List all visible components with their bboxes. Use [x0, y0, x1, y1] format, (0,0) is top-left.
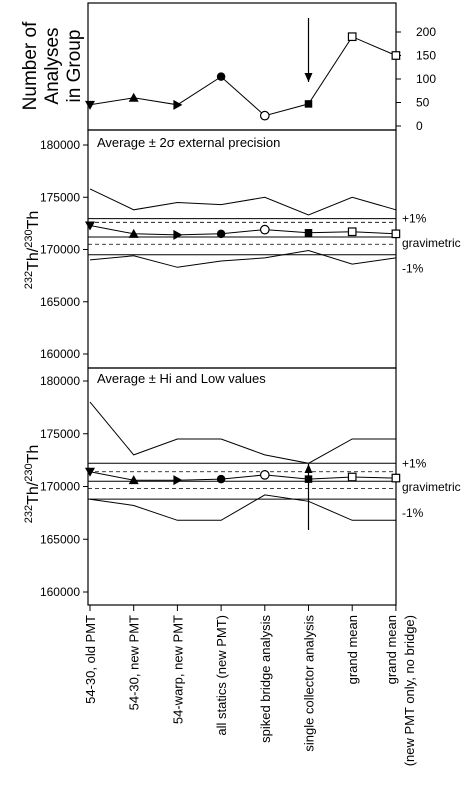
- bot-mean-point-2: [173, 475, 183, 486]
- top-series-line: [89, 36, 397, 117]
- bot-y-tick-label-180000: 180000: [40, 374, 80, 388]
- middle-ylabel-text: Th: [25, 211, 42, 230]
- x-tick-label-0: 54-30, old PMT: [83, 615, 98, 704]
- bot-right-label-2: -1%: [402, 506, 424, 520]
- bot-mean-point-7: [391, 473, 401, 483]
- x-tick-label-7: grand mean: [384, 615, 399, 684]
- mid-right-label-2: -1%: [402, 262, 424, 276]
- mid-mean-point-4: [259, 224, 270, 235]
- mid-right-label-1: gravimetric: [402, 236, 461, 250]
- x-tick-label-8: (new PMT only, no bridge): [402, 615, 417, 766]
- mid-lower-line: [89, 249, 396, 268]
- mid-panel-title: Average ± 2σ external precision: [97, 135, 280, 150]
- top-y-tick-label-50: 50: [416, 96, 430, 110]
- bot-low-line: [89, 494, 396, 521]
- mid-mean-point-6: [347, 227, 357, 237]
- top-point-5: [304, 100, 313, 108]
- mid-right-label-0: +1%: [402, 212, 427, 226]
- bot-right-label-1: gravimetric: [402, 480, 461, 494]
- top-ylabel-line2: Analyses: [42, 27, 63, 104]
- mid-mean-point-7: [391, 229, 401, 239]
- mid-mean-point-3: [216, 229, 226, 239]
- mid-y-tick-label-180000: 180000: [40, 138, 80, 152]
- mid-mean-point-5: [304, 229, 313, 237]
- bot-y-tick-label-175000: 175000: [40, 427, 80, 441]
- top-point-3: [216, 72, 226, 81]
- middle-ylabel-sup: 230: [23, 229, 35, 247]
- mid-y-tick-label-170000: 170000: [40, 243, 80, 257]
- mid-mean-point-1: [128, 228, 139, 238]
- top-y-tick-label-0: 0: [416, 119, 423, 133]
- top-ylabel-line3: in Group: [64, 30, 85, 103]
- bot-y-tick-label-170000: 170000: [40, 480, 80, 494]
- x-tick-label-4: spiked bridge analysis: [258, 615, 273, 743]
- bot-y-tick-label-165000: 165000: [40, 532, 80, 546]
- x-tick-label-2: 54-warp, new PMT: [170, 615, 185, 724]
- bot-mean-point-1: [128, 475, 139, 485]
- top-point-1: [128, 92, 139, 102]
- top-point-4: [259, 110, 270, 121]
- bot-mean-point-3: [216, 474, 226, 484]
- bottom-arrow-head: [304, 464, 313, 473]
- x-tick-label-1: 54-30, new PMT: [127, 615, 142, 710]
- bot-mean-point-0: [85, 467, 95, 477]
- mid-mean-point-0: [85, 221, 95, 231]
- mid-y-tick-label-175000: 175000: [40, 190, 80, 204]
- bot-high-line: [89, 401, 396, 464]
- bottom-ylabel-text: Th/: [25, 481, 42, 505]
- panel-frame-mid: [87, 129, 397, 369]
- bot-panel-title: Average ± Hi and Low values: [97, 371, 266, 386]
- bot-mean-point-6: [347, 472, 357, 482]
- top-y-tick-label-200: 200: [416, 25, 436, 39]
- x-tick-label-3: all statics (new PMT): [214, 615, 229, 736]
- top-arrow-head: [304, 73, 313, 82]
- bottom-ylabel-sup: 230: [23, 463, 35, 481]
- mid-mean-point-2: [173, 229, 183, 240]
- mid-y-tick-label-165000: 165000: [40, 295, 80, 309]
- panel-frame-bot: [87, 367, 397, 606]
- bot-y-tick-label-160000: 160000: [40, 585, 80, 599]
- middle-ylabel: 232Th/230Th: [23, 211, 42, 290]
- top-ylabel-line1: Number of: [20, 21, 41, 110]
- mid-y-tick-label-160000: 160000: [40, 347, 80, 361]
- top-y-tick-label-100: 100: [416, 72, 436, 86]
- bottom-ylabel-sup: 232: [23, 505, 35, 523]
- top-point-7: [391, 51, 401, 60]
- middle-ylabel-sup: 232: [23, 271, 35, 289]
- top-point-0: [85, 100, 95, 110]
- x-tick-label-6: grand mean: [345, 615, 360, 684]
- mid-mean-line: [89, 225, 396, 236]
- panel-frame-top: [87, 2, 397, 131]
- top-y-tick-label-150: 150: [416, 49, 436, 63]
- bot-mean-line: [89, 471, 396, 481]
- middle-ylabel-text: Th/: [25, 247, 42, 271]
- bottom-ylabel-text: Th: [25, 445, 42, 464]
- bottom-ylabel: 232Th/230Th: [23, 445, 42, 524]
- x-tick-label-5: single collector analysis: [302, 615, 317, 752]
- bot-right-label-0: +1%: [402, 456, 427, 470]
- mid-upper-line: [89, 188, 397, 216]
- top-point-6: [347, 32, 357, 42]
- bot-mean-point-4: [259, 470, 270, 480]
- top-point-2: [173, 99, 183, 110]
